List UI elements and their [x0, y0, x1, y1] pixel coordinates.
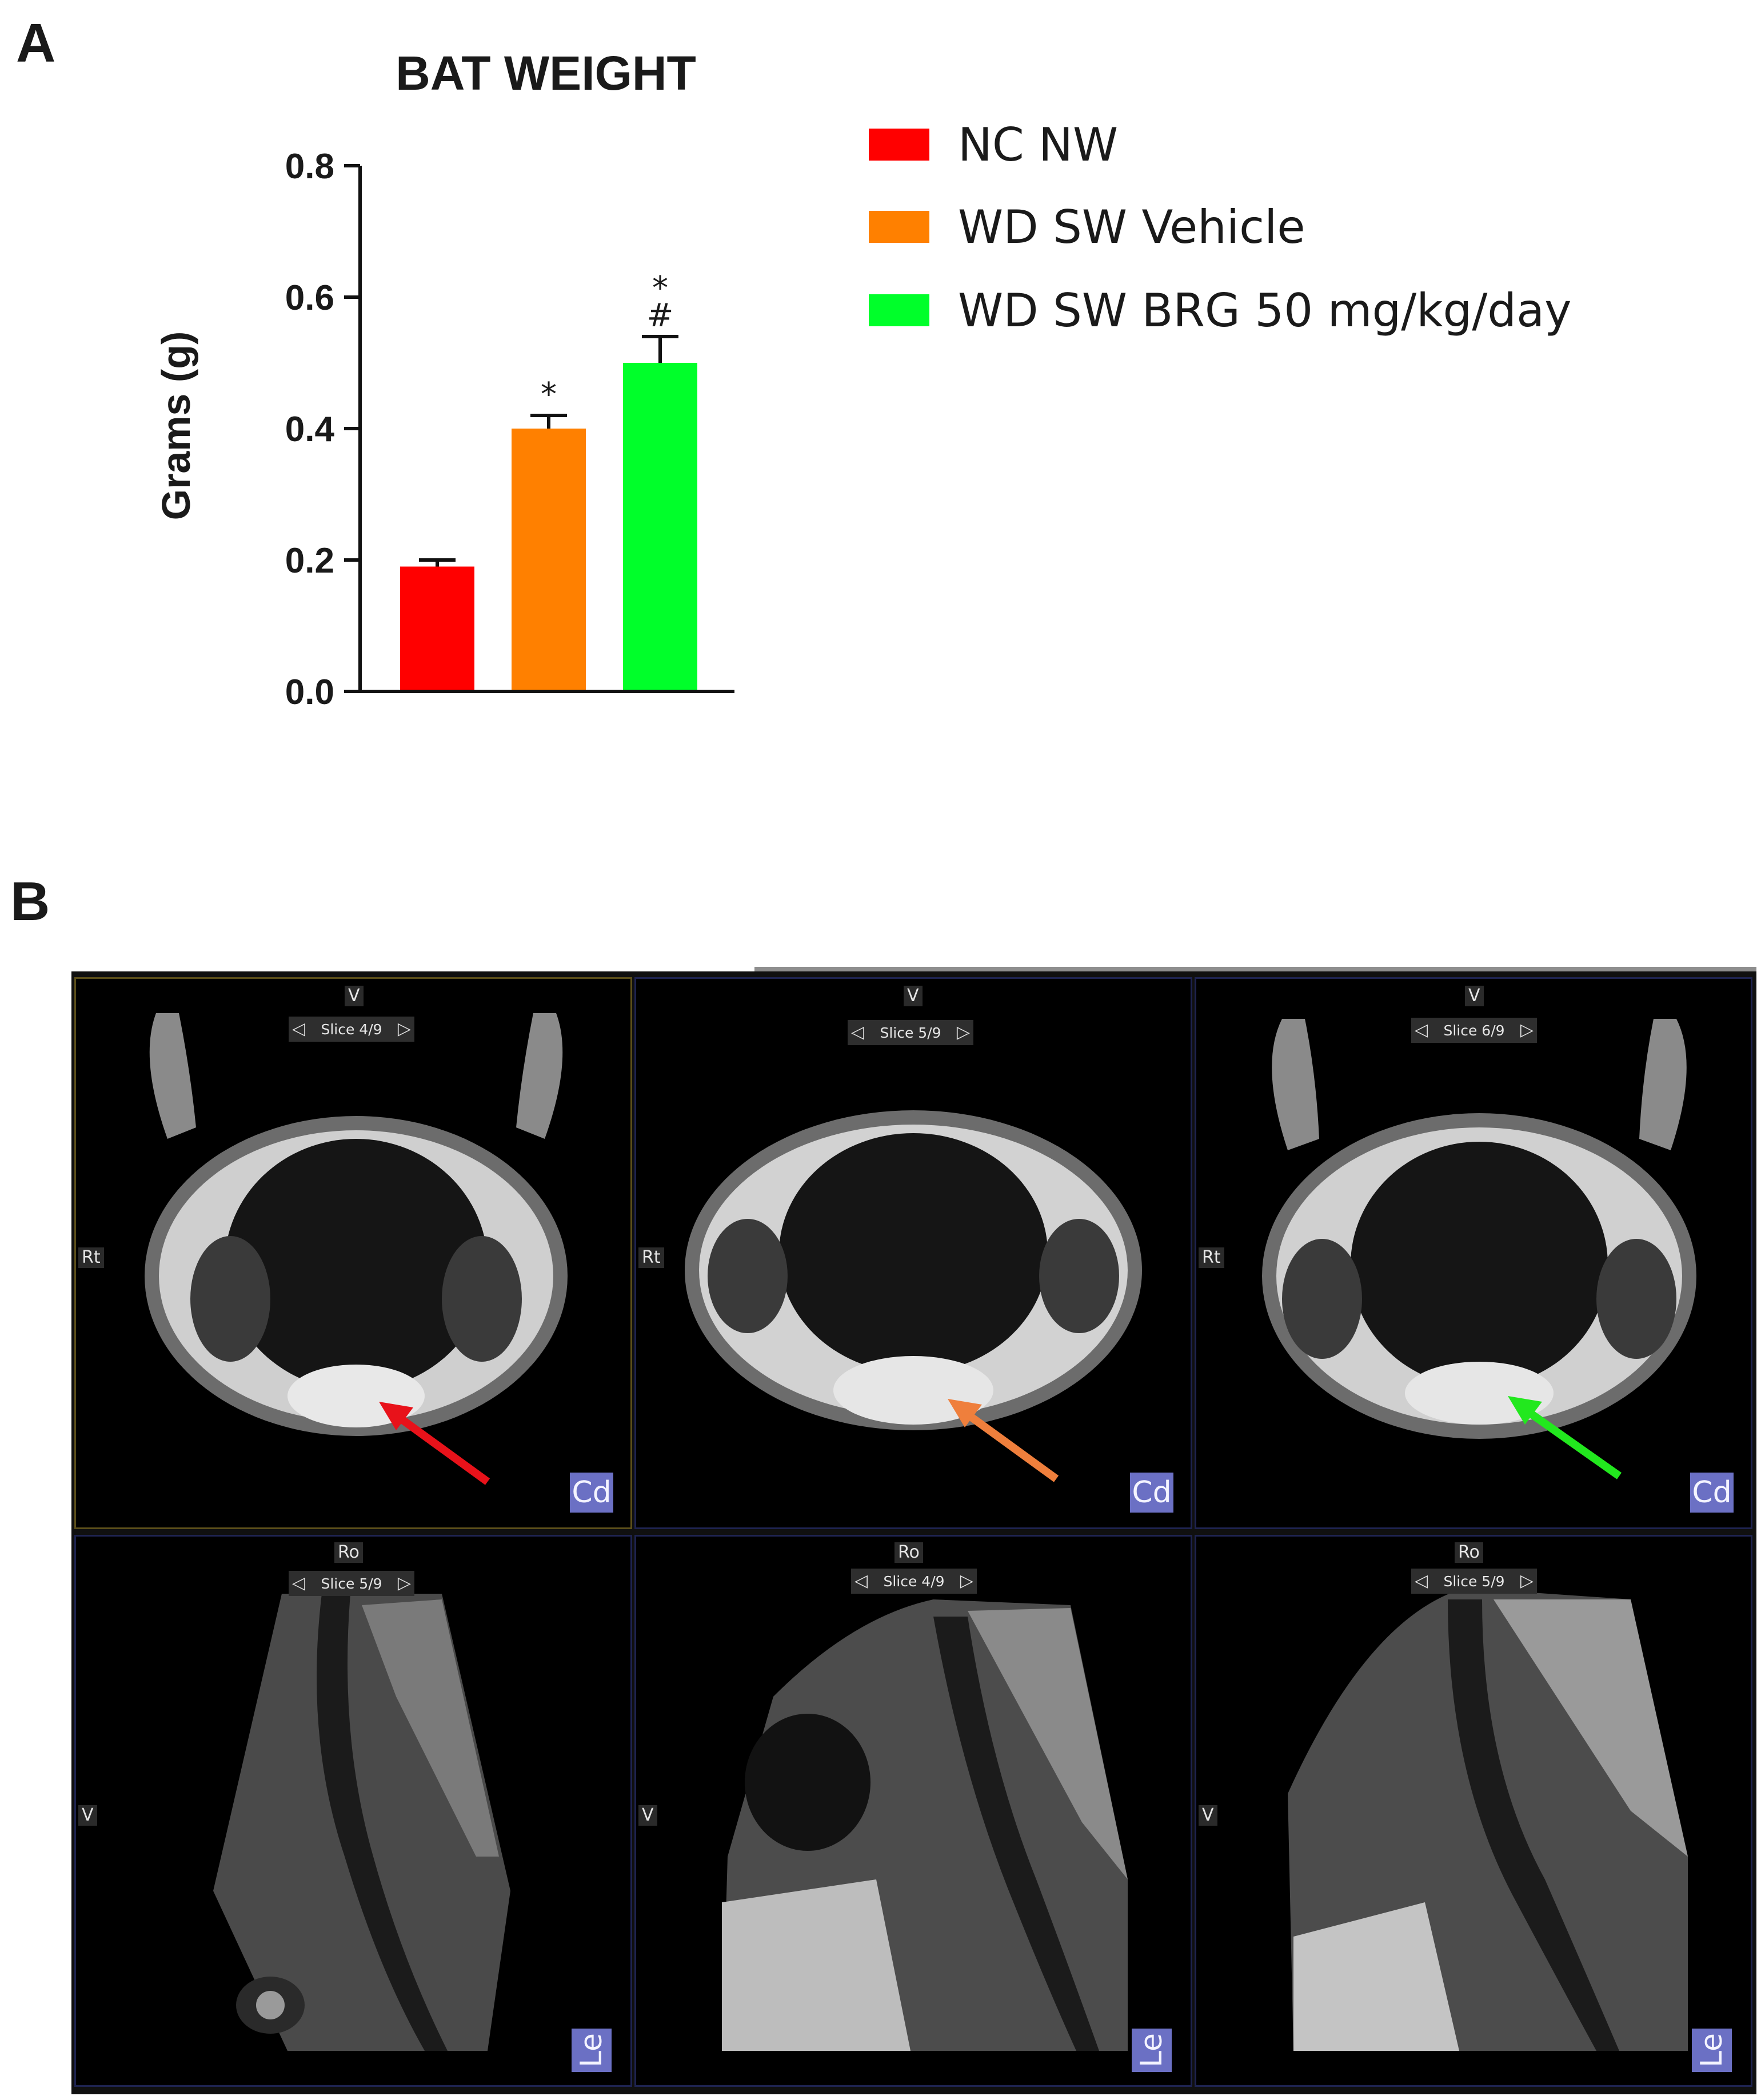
chart-title: BAT WEIGHT [396, 46, 696, 100]
legend-item-nc-nw: NC NW [869, 118, 1118, 171]
orientation-top: Ro [1455, 1542, 1483, 1563]
slice-prev-icon[interactable]: ◁ [851, 1022, 865, 1042]
slice-label: Slice 6/9 [1443, 1022, 1505, 1039]
mri-axial-panel-1[interactable]: V ◁ Slice 4/9 ▷ Rt Cd [74, 977, 632, 1529]
y-tick-label: 0.8 [285, 147, 334, 186]
mri-axial-image [145, 1013, 568, 1436]
view-badge: Cd [570, 1473, 613, 1513]
slice-label: Slice 5/9 [321, 1575, 382, 1592]
slice-label: Slice 5/9 [1443, 1573, 1505, 1590]
mri-sagittal-panel-3[interactable]: Ro ◁ Slice 5/9 ▷ V Le [1195, 1535, 1752, 2087]
view-badge: Le [572, 2029, 612, 2072]
view-badge: Cd [1130, 1473, 1173, 1513]
orientation-left: V [638, 1805, 657, 1826]
slice-next-icon[interactable]: ▷ [956, 1022, 970, 1042]
orientation-left: V [78, 1805, 97, 1826]
slice-control[interactable]: ◁ Slice 4/9 ▷ [289, 1017, 414, 1042]
mri-sagittal-image [1288, 1588, 1688, 2051]
legend-label: WD SW BRG 50 mg/kg/day [958, 283, 1572, 337]
bar [400, 566, 474, 691]
bat-arrow-orange [948, 1399, 1059, 1482]
bar [512, 429, 586, 691]
mri-sagittal-image [722, 1599, 1128, 2051]
slice-prev-icon[interactable]: ◁ [1415, 1571, 1428, 1591]
orientation-top: V [345, 986, 364, 1006]
mri-axial-panel-2[interactable]: V ◁ Slice 5/9 ▷ Rt Cd [634, 977, 1192, 1529]
orientation-left: Rt [638, 1247, 664, 1268]
mri-frame-topline [754, 967, 1756, 971]
mri-axial-image [1262, 1019, 1696, 1439]
panel-a-label: A [16, 13, 56, 74]
significance-label: * [541, 376, 557, 413]
bat-weight-chart: BAT WEIGHT Grams (g) 0.00.20.40.60.8 **# [154, 46, 734, 712]
view-badge: Le [1132, 2029, 1172, 2072]
legend-swatch-red [869, 129, 929, 161]
mri-sagittal-image [213, 1594, 510, 2051]
slice-next-icon[interactable]: ▷ [1520, 1020, 1534, 1040]
bat-arrow-green [1508, 1396, 1622, 1479]
y-tick-label: 0.4 [285, 410, 335, 449]
significance-label: * [652, 270, 668, 307]
slice-control[interactable]: ◁ Slice 5/9 ▷ [1411, 1569, 1537, 1594]
slice-label: Slice 4/9 [321, 1021, 382, 1038]
slice-prev-icon[interactable]: ◁ [292, 1019, 306, 1039]
legend-swatch-orange [869, 211, 929, 243]
slice-prev-icon[interactable]: ◁ [854, 1571, 868, 1591]
view-badge: Le [1692, 2029, 1732, 2072]
bat-arrow-red [379, 1402, 490, 1485]
orientation-left: Rt [1199, 1247, 1224, 1268]
orientation-top: V [1465, 986, 1484, 1006]
mri-axial-image [685, 1110, 1142, 1430]
mri-axial-panel-3[interactable]: V ◁ Slice 6/9 ▷ Rt Cd [1195, 977, 1752, 1529]
slice-control[interactable]: ◁ Slice 5/9 ▷ [848, 1020, 973, 1045]
legend-swatch-green [869, 294, 929, 326]
orientation-left: V [1199, 1805, 1217, 1826]
orientation-top: V [904, 986, 923, 1006]
panel-b-label: B [10, 871, 50, 932]
y-tick-label: 0.6 [285, 278, 334, 318]
mri-sagittal-panel-1[interactable]: Ro ◁ Slice 5/9 ▷ V Le [74, 1535, 632, 2087]
slice-label: Slice 4/9 [883, 1573, 945, 1590]
significance-label: # [647, 297, 674, 334]
bar [623, 363, 697, 691]
slice-control[interactable]: ◁ Slice 5/9 ▷ [289, 1571, 414, 1596]
slice-prev-icon[interactable]: ◁ [292, 1573, 306, 1593]
slice-control[interactable]: ◁ Slice 4/9 ▷ [851, 1569, 977, 1594]
legend-item-wd-sw-brg: WD SW BRG 50 mg/kg/day [869, 284, 1571, 337]
view-badge: Cd [1690, 1473, 1734, 1513]
orientation-top: Ro [334, 1542, 363, 1563]
slice-control[interactable]: ◁ Slice 6/9 ▷ [1411, 1018, 1537, 1043]
orientation-left: Rt [78, 1247, 104, 1268]
slice-prev-icon[interactable]: ◁ [1415, 1020, 1428, 1040]
orientation-top: Ro [895, 1542, 923, 1563]
slice-next-icon[interactable]: ▷ [397, 1573, 411, 1593]
legend-label: NC NW [958, 118, 1119, 171]
mri-sagittal-panel-2[interactable]: Ro ◁ Slice 4/9 ▷ V Le [634, 1535, 1192, 2087]
y-axis-label: Grams (g) [154, 331, 198, 521]
slice-label: Slice 5/9 [880, 1024, 941, 1041]
y-tick-label: 0.0 [285, 673, 334, 712]
legend-label: WD SW Vehicle [958, 200, 1305, 254]
slice-next-icon[interactable]: ▷ [1520, 1571, 1534, 1591]
y-tick-label: 0.2 [285, 541, 334, 581]
legend-item-wd-sw-vehicle: WD SW Vehicle [869, 201, 1305, 254]
slice-next-icon[interactable]: ▷ [397, 1019, 411, 1039]
slice-next-icon[interactable]: ▷ [960, 1571, 973, 1591]
